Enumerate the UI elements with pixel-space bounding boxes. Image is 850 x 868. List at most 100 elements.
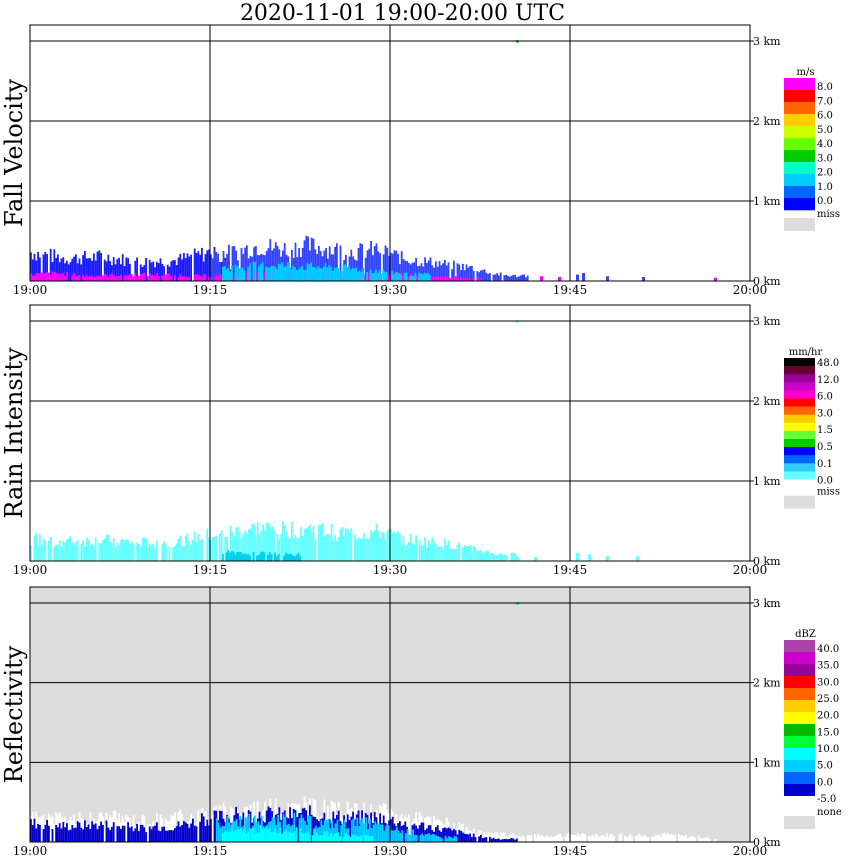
- data-column: [44, 824, 47, 842]
- data-column: [365, 817, 368, 842]
- data-column: [447, 278, 450, 281]
- data-column: [422, 822, 425, 842]
- data-column: [71, 258, 74, 281]
- data-column: [485, 550, 488, 561]
- data-column: [31, 259, 34, 281]
- data-column: [447, 262, 450, 281]
- data-column: [210, 819, 212, 842]
- x-tick-label: 20:00: [733, 844, 768, 858]
- data-column: [183, 276, 185, 281]
- data-column: [369, 269, 372, 281]
- x-tick-label: 19:15: [193, 283, 228, 297]
- data-mark: [582, 273, 585, 281]
- data-column: [118, 276, 120, 281]
- data-column: [154, 275, 156, 281]
- data-column: [69, 262, 72, 281]
- data-column: [435, 276, 437, 281]
- data-column: [289, 807, 291, 842]
- legend-label: 0.1: [817, 459, 833, 470]
- legend-label: 6.0: [817, 392, 833, 403]
- data-column: [706, 836, 709, 842]
- data-column: [390, 830, 393, 842]
- data-column: [350, 528, 353, 561]
- data-column: [168, 273, 171, 281]
- data-column: [84, 276, 86, 281]
- data-column: [552, 837, 554, 842]
- data-column: [132, 831, 135, 842]
- data-column: [283, 525, 286, 561]
- data-column: [301, 247, 304, 281]
- data-column: [324, 263, 327, 281]
- data-column: [303, 269, 305, 281]
- legend-swatch: [784, 772, 815, 785]
- data-column: [284, 817, 287, 842]
- data-column: [308, 834, 311, 842]
- legend-swatch: [784, 712, 815, 725]
- data-column: [228, 244, 230, 281]
- data-column: [481, 838, 484, 842]
- data-column: [35, 273, 38, 281]
- data-column: [339, 836, 341, 842]
- data-mark: [714, 838, 717, 842]
- data-column: [436, 266, 439, 281]
- legend-label: 5.0: [817, 761, 833, 772]
- data-column: [387, 825, 389, 842]
- data-column: [290, 832, 293, 842]
- data-column: [498, 275, 500, 281]
- data-column: [449, 828, 452, 842]
- data-column: [359, 538, 362, 561]
- data-column: [362, 267, 365, 281]
- y-tick-label: 0 km: [753, 836, 781, 849]
- data-column: [112, 538, 115, 561]
- y-tick-label: 0 km: [753, 555, 781, 568]
- data-column: [465, 546, 468, 561]
- data-column: [564, 836, 567, 842]
- data-column: [76, 821, 79, 842]
- data-column: [444, 259, 446, 281]
- data-column: [494, 555, 497, 561]
- data-column: [332, 254, 335, 281]
- data-column: [474, 547, 477, 561]
- data-column: [366, 835, 368, 842]
- data-column: [42, 272, 45, 281]
- data-column: [125, 814, 128, 842]
- data-column: [373, 530, 376, 561]
- data-column: [193, 274, 196, 281]
- data-column: [480, 834, 482, 842]
- data-column: [417, 828, 419, 842]
- data-column: [241, 553, 244, 561]
- data-column: [87, 258, 90, 281]
- data-column: [139, 825, 142, 842]
- data-column: [272, 831, 275, 842]
- data-column: [64, 276, 66, 281]
- data-column: [307, 527, 309, 561]
- data-column: [319, 250, 322, 281]
- data-column: [89, 545, 92, 561]
- x-tick-label: 19:45: [553, 283, 588, 297]
- data-column: [539, 836, 542, 842]
- data-column: [181, 546, 183, 561]
- data-column: [199, 821, 201, 842]
- panel-label: Rain Intensity: [0, 347, 28, 519]
- data-column: [345, 528, 347, 561]
- data-column: [240, 551, 242, 561]
- data-column: [397, 253, 399, 281]
- data-column: [294, 810, 297, 842]
- data-column: [487, 832, 489, 842]
- data-column: [204, 826, 207, 842]
- data-column: [357, 271, 359, 281]
- data-column: [339, 528, 342, 561]
- data-column: [199, 540, 201, 561]
- legend-miss-label: miss: [817, 487, 840, 498]
- legend-swatch: [784, 724, 815, 737]
- data-column: [181, 825, 183, 842]
- data-column: [376, 824, 378, 842]
- data-column: [100, 253, 102, 281]
- data-column: [575, 835, 578, 842]
- data-column: [577, 833, 579, 842]
- data-column: [190, 254, 192, 281]
- data-column: [201, 539, 203, 561]
- data-column: [314, 538, 317, 561]
- data-column: [166, 264, 169, 281]
- legend-label: 25.0: [817, 694, 839, 705]
